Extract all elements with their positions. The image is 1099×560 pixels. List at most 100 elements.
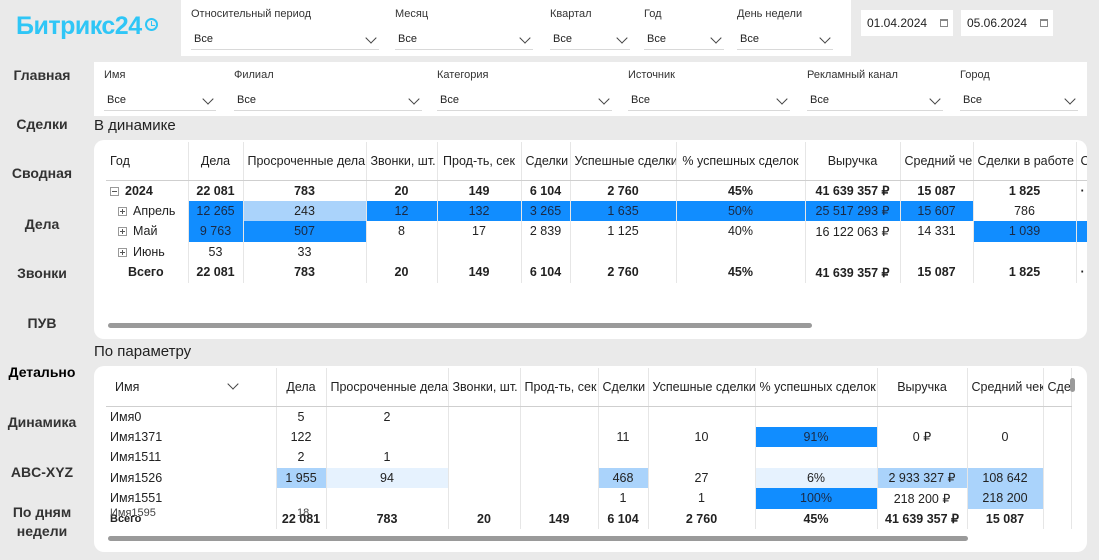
column-header[interactable]: Сделки [598,368,649,407]
table-header-row: Имя Дела Просроченные дела Звонки, шт. П… [106,368,1072,407]
row-header[interactable]: Имя1551 [106,488,277,509]
date-to-input[interactable]: 05.06.2024 [961,10,1053,36]
column-header[interactable]: Просроченные дела [243,142,367,181]
filter-ad-channel-select[interactable]: Все [807,89,943,111]
filter-year-select[interactable]: Все [644,28,724,50]
column-header[interactable]: Год [106,142,189,181]
filter-name-select[interactable]: Все [104,89,216,111]
filter-weekday-select[interactable]: Все [737,28,833,50]
filter-quarter-select[interactable]: Все [550,28,630,50]
table-cell [448,488,521,509]
date-from-input[interactable]: 01.04.2024 [861,10,953,36]
filter-month-select[interactable]: Все [395,28,533,50]
table-cell [448,447,521,468]
parameter-selector[interactable]: Имя [106,368,277,407]
nav-item-deals[interactable]: Сделки [16,116,68,132]
filter-label: Относительный период [191,8,312,20]
column-header[interactable]: Выручка [877,368,968,407]
table-cell: 6% [755,467,878,488]
row-header[interactable]: Имя1526 [106,467,277,488]
expand-icon[interactable] [118,247,127,257]
table-cell: 218 200 ₽ [877,488,968,509]
column-header[interactable]: Сделки [521,142,571,181]
column-header[interactable]: Прод-ть, сек [520,368,599,407]
table-cell: 50% [676,200,806,221]
table-cell [1043,426,1072,447]
expand-icon[interactable] [118,206,127,216]
partial-row-label: Имя1595 [110,507,156,519]
row-header[interactable]: Имя0 [106,406,277,427]
table-cell [1076,200,1087,221]
column-header[interactable]: Дела [188,142,244,181]
nav-item-calls[interactable]: Звонки [17,265,67,281]
nav-item-abc-xyz[interactable]: ABC-XYZ [10,464,74,480]
column-header[interactable]: Прод-ть, сек [437,142,522,181]
table-cell [973,241,1077,262]
column-header[interactable]: Сделки в работе [973,142,1077,181]
row-header[interactable]: Апрель [106,200,189,221]
calendar-icon[interactable] [1040,19,1048,27]
table-cell: 11 [598,426,649,447]
filter-branch-select[interactable]: Все [234,89,422,111]
calendar-icon[interactable] [940,19,948,27]
nav-item-summary[interactable]: Сводная [11,165,73,181]
filter-source-select[interactable]: Все [628,89,790,111]
table-cell: 22 081 [188,180,244,201]
column-header[interactable]: Средний чек [900,142,974,181]
table-cell [755,447,878,468]
table-cell [598,406,649,427]
table-cell: 94 [326,467,449,488]
nav-item-puv[interactable]: ПУВ [27,315,57,331]
nav-item-main[interactable]: Главная [13,67,71,83]
table-cell: 1 [326,447,449,468]
table-cell: 9 763 [188,221,244,242]
table-cell: 1 [648,488,756,509]
filter-category-select[interactable]: Все [437,89,612,111]
column-header[interactable]: Сде [1043,368,1072,407]
table-cell: 15 087 [967,508,1044,529]
brand-name: Битрикс24 [16,12,142,40]
row-header[interactable]: Имя1371 [106,426,277,447]
collapse-icon[interactable] [110,186,119,196]
nav-item-detailed[interactable]: Детально [8,364,76,380]
filter-label: Квартал [550,8,592,20]
row-header[interactable]: 2024 [106,180,189,201]
table-cell: 2 760 [570,180,677,201]
column-header[interactable]: % успешных сделок [755,368,878,407]
horizontal-scrollbar[interactable] [108,323,812,328]
row-header[interactable]: Май [106,221,189,242]
table-total-row: Всего 22 081 783 20 149 6 104 2 760 45% … [106,508,1072,529]
table-cell: 108 642 [967,467,1044,488]
column-header[interactable]: Средний чек [967,368,1044,407]
row-header[interactable]: Июнь [106,241,189,262]
column-header[interactable]: Звонки, шт. [448,368,521,407]
table-cell [448,406,521,427]
nav-item-weekdays[interactable]: По дням недели [12,504,72,539]
filter-relative-period-select[interactable]: Все [191,28,379,50]
column-header[interactable]: Успешные сделки [570,142,677,181]
table-cell: 17 [437,221,522,242]
column-header[interactable]: Просроченные дела [326,368,449,407]
chevron-down-icon [616,32,628,44]
column-header[interactable]: Выручка [805,142,901,181]
table-cell: 15 087 [900,262,974,283]
table-cell [437,241,522,262]
table-cell [967,447,1044,468]
vertical-scrollbar[interactable] [1070,378,1075,392]
table-cell: 27 [648,467,756,488]
table-cell: 1 [598,488,649,509]
column-header[interactable]: % успешных сделок [676,142,806,181]
chevron-down-icon [1064,93,1076,105]
column-header[interactable]: С [1076,142,1087,181]
row-header[interactable]: Имя1511 [106,447,277,468]
table-cell: 16 122 063 ₽ [805,221,901,242]
column-header[interactable]: Звонки, шт. [366,142,438,181]
table-cell [366,241,438,262]
column-header[interactable]: Дела [276,368,327,407]
filter-city-select[interactable]: Все [960,89,1078,111]
nav-item-dynamics[interactable]: Динамика [7,414,77,430]
expand-icon[interactable] [118,227,127,237]
nav-item-tasks[interactable]: Дела [24,216,60,232]
column-header[interactable]: Успешные сделки [648,368,756,407]
horizontal-scrollbar[interactable] [108,536,968,541]
